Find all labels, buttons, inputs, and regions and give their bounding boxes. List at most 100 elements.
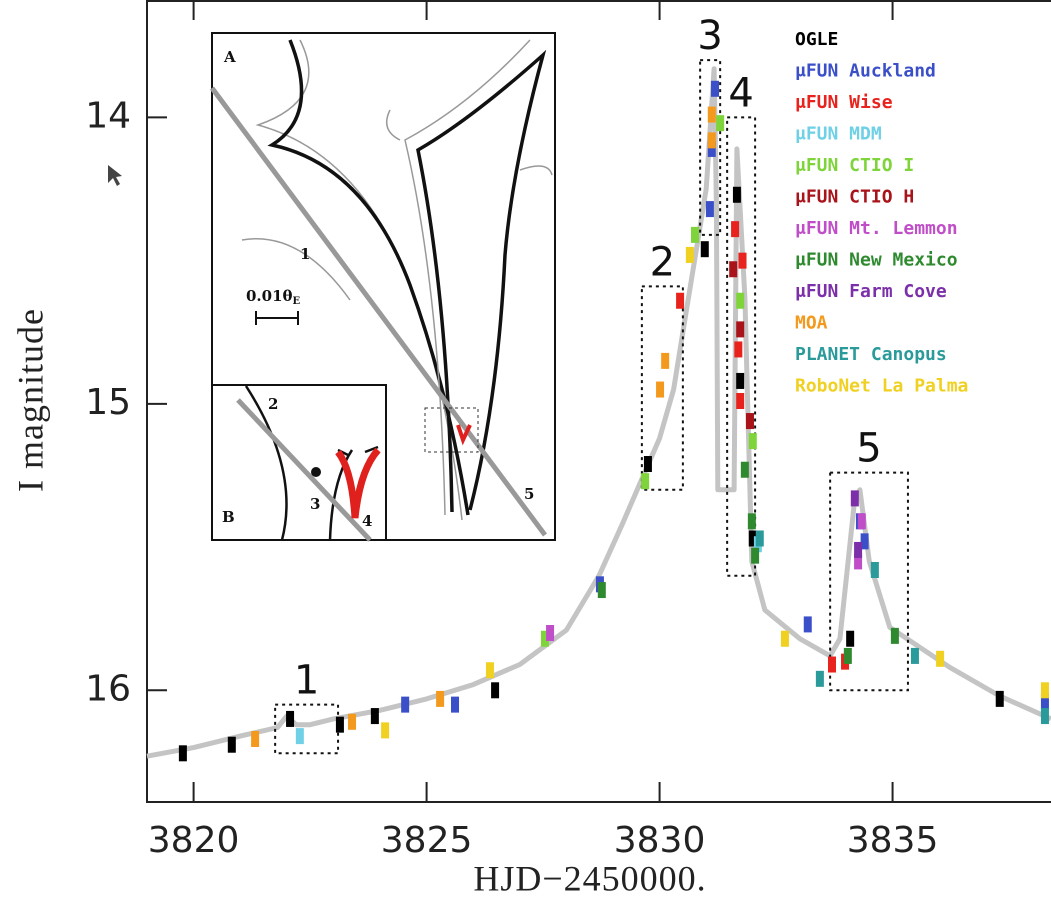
plot-frame [146, 0, 1051, 803]
data-point [732, 186, 741, 203]
data-point [846, 630, 855, 647]
trajectory [209, 86, 548, 537]
data-point [748, 530, 757, 547]
model-curve [146, 66, 1051, 759]
data-point [860, 533, 869, 550]
data-point [731, 221, 740, 238]
data-point [738, 252, 747, 269]
legend-entry: OGLE [795, 29, 838, 50]
data-point [676, 292, 685, 309]
x-axis-label: HJD−2450000. [473, 858, 706, 898]
legend-entry: RoboNet La Palma [795, 376, 968, 397]
data-point [485, 662, 494, 679]
annotation-box [726, 116, 757, 577]
data-point [436, 690, 445, 707]
data-point [734, 341, 743, 358]
data-point [745, 413, 754, 430]
data-point [661, 352, 670, 369]
source-dot [311, 467, 321, 477]
annotation-label: 3 [697, 13, 722, 59]
legend-entry: μFUN Farm Cove [795, 281, 947, 302]
data-point [643, 456, 652, 473]
data-point [335, 716, 344, 733]
legend-entry: μFUN Wise [795, 92, 893, 113]
legend-entry: PLANET Canopus [795, 344, 947, 365]
data-point [451, 696, 460, 713]
cursor [108, 165, 122, 186]
data-point [747, 513, 756, 530]
data-point [251, 730, 260, 747]
caustic [241, 238, 351, 301]
annotation-box [274, 703, 340, 755]
x-tick-label: 3830 [614, 820, 706, 861]
caustic [385, 39, 553, 516]
point-label: 3 [310, 495, 320, 513]
data-point [1040, 682, 1049, 699]
data-point [1040, 708, 1049, 725]
data-point [1040, 693, 1049, 710]
point-label: 4 [362, 512, 372, 530]
annotation-box [699, 59, 722, 236]
caustic [267, 39, 470, 516]
zoom-box [424, 407, 479, 453]
data-point [707, 140, 716, 157]
data-point [780, 630, 789, 647]
point-label: 2 [268, 395, 278, 413]
scale-label: 0.01θE [246, 287, 301, 307]
y-tick-label: 16 [85, 668, 131, 709]
data-point [736, 393, 745, 409]
legend-entry: MOA [795, 313, 828, 334]
x-tick-label: 3835 [847, 820, 939, 861]
point-label: 5 [524, 485, 534, 503]
data-point [857, 513, 866, 530]
data-point [178, 745, 187, 762]
data-point [540, 630, 549, 647]
inset: 0.01θE A 1 5 B 2 3 4 [209, 32, 556, 542]
data-point [729, 261, 738, 278]
data-point [641, 473, 650, 490]
data-point [736, 292, 745, 309]
scale-label-text: 0.01θ [246, 287, 293, 305]
data-point [690, 226, 699, 243]
legend-entry: μFUN MDM [795, 124, 882, 145]
point-label: 1 [300, 245, 310, 263]
data-point [716, 115, 725, 132]
data-point [870, 561, 879, 578]
annotation-label: 5 [856, 426, 881, 472]
data-point [910, 647, 919, 664]
data-point [286, 710, 295, 727]
data-point [707, 132, 716, 149]
data-point [370, 708, 379, 725]
data-point [827, 656, 836, 673]
legend-entry: μFUN Auckland [795, 61, 936, 82]
annotation-label: 1 [294, 658, 319, 704]
data-point [854, 553, 863, 570]
annotation-label: 2 [650, 239, 675, 285]
data-point [295, 728, 304, 745]
data-point [755, 530, 764, 547]
y-axis-label: I magnitude [10, 308, 50, 492]
data-point [843, 647, 852, 664]
data-point [751, 547, 760, 564]
trajectory [236, 398, 372, 542]
scale-label-sub: E [293, 296, 301, 307]
data-point [736, 372, 745, 389]
annotation-box [640, 285, 684, 491]
data-point [850, 490, 859, 507]
data-point [748, 433, 757, 450]
panel-label: B [222, 508, 235, 526]
x-tick-label: 3820 [148, 820, 240, 861]
legend-entry: μFUN New Mexico [795, 250, 958, 271]
data-point [815, 670, 824, 687]
data-point [401, 696, 410, 713]
data-point [936, 650, 945, 667]
data-point [995, 690, 1004, 707]
data-point [597, 582, 606, 599]
data-point [546, 625, 555, 642]
data-point [491, 682, 500, 699]
data-point [656, 381, 665, 398]
legend-entry: μFUN CTIO I [795, 155, 914, 176]
caustic [416, 49, 547, 513]
data-point [381, 722, 390, 739]
